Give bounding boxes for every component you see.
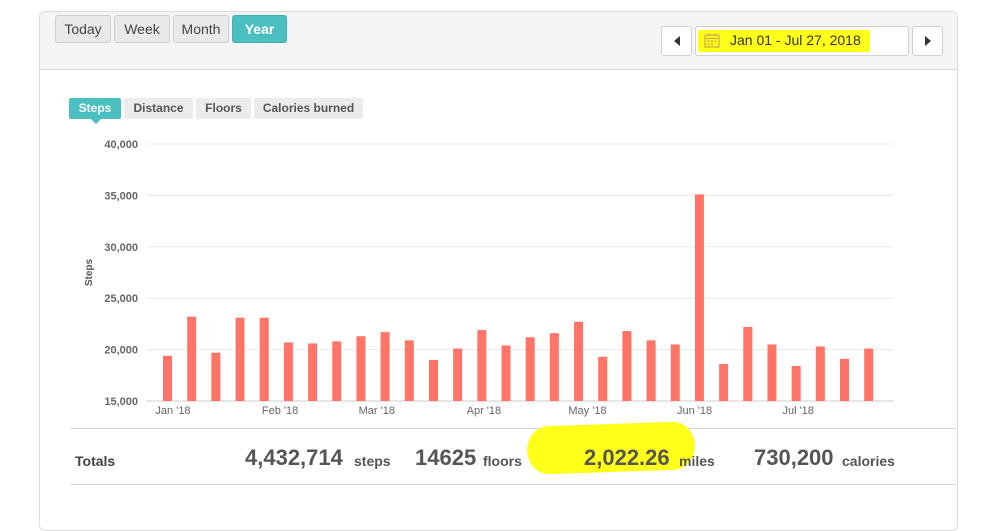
total-calories-value: 730,200 — [754, 445, 834, 470]
bar — [840, 358, 850, 401]
total-floors-value: 14625 — [415, 445, 477, 470]
tab-month[interactable]: Month — [173, 15, 229, 43]
bar — [598, 356, 608, 401]
totals-divider-top — [70, 428, 956, 429]
bar — [211, 352, 221, 401]
total-floors-unit: floors — [483, 453, 522, 469]
metric-tab-steps[interactable]: Steps — [69, 98, 121, 124]
date-highlight — [698, 30, 870, 52]
prev-period-button[interactable] — [661, 26, 692, 56]
bar — [259, 317, 269, 401]
totals-label: Totals — [75, 453, 116, 469]
date-range-picker[interactable]: Jan 01 - Jul 27, 2018 — [695, 26, 909, 56]
date-range-label: Jan 01 - Jul 27, 2018 — [730, 32, 861, 48]
bar — [549, 333, 559, 401]
x-tick-label: Apr '18 — [467, 405, 502, 417]
total-steps-unit: steps — [354, 453, 391, 469]
bar — [477, 330, 487, 401]
bar — [791, 366, 801, 401]
total-miles-value: 2,022.26 — [584, 445, 670, 470]
x-tick-label: Feb '18 — [262, 405, 298, 417]
totals-divider-bottom — [70, 484, 956, 485]
x-tick-label: Jun '18 — [677, 405, 712, 417]
bar — [694, 194, 704, 401]
bar — [622, 331, 632, 401]
bar — [187, 316, 197, 401]
calendar-icon — [704, 33, 720, 48]
bar — [767, 344, 777, 401]
bar — [670, 344, 680, 401]
total-steps-value: 4,432,714 — [245, 445, 343, 470]
y-tick-label: 35,000 — [104, 190, 138, 202]
tab-today[interactable]: Today — [55, 15, 111, 43]
total-miles-unit: miles — [679, 453, 715, 469]
y-tick-label: 30,000 — [104, 242, 138, 254]
tab-week[interactable]: Week — [114, 15, 170, 43]
tab-year[interactable]: Year — [232, 15, 287, 43]
bar — [815, 346, 825, 401]
y-axis-label: Steps — [84, 258, 95, 286]
chevron-left-icon — [673, 36, 680, 46]
x-tick-label: Jul '18 — [782, 405, 813, 417]
total-calories-unit: calories — [842, 453, 895, 469]
bar — [308, 343, 318, 401]
x-tick-label: Jan '18 — [155, 405, 190, 417]
metric-tab-calories[interactable]: Calories burned — [254, 98, 363, 119]
bar — [235, 317, 245, 401]
bar — [743, 326, 753, 401]
bar — [453, 348, 463, 401]
y-tick-label: 25,000 — [104, 293, 138, 305]
metric-tab-floors[interactable]: Floors — [196, 98, 251, 119]
y-tick-label: 40,000 — [104, 139, 138, 151]
bar — [574, 321, 584, 401]
bar — [525, 337, 535, 401]
chevron-right-icon — [924, 36, 931, 46]
x-tick-label: Mar '18 — [359, 405, 395, 417]
y-tick-label: 15,000 — [104, 396, 138, 408]
bar — [719, 363, 729, 401]
bar — [501, 345, 511, 401]
bar — [404, 340, 414, 401]
bar — [332, 341, 342, 401]
activity-panel — [39, 11, 958, 531]
bar — [646, 340, 656, 401]
bar — [283, 342, 293, 401]
metric-tab-distance[interactable]: Distance — [124, 98, 193, 119]
y-tick-label: 20,000 — [104, 345, 138, 357]
x-tick-label: May '18 — [568, 405, 606, 417]
bar — [356, 336, 366, 401]
steps-bar-chart: 15,000 20,000 25,000 30,000 35,000 40,000 Step… — [84, 139, 893, 417]
bar — [428, 359, 438, 401]
bar — [163, 355, 172, 401]
bar — [864, 348, 874, 401]
next-period-button[interactable] — [912, 26, 943, 56]
bar — [380, 332, 390, 401]
